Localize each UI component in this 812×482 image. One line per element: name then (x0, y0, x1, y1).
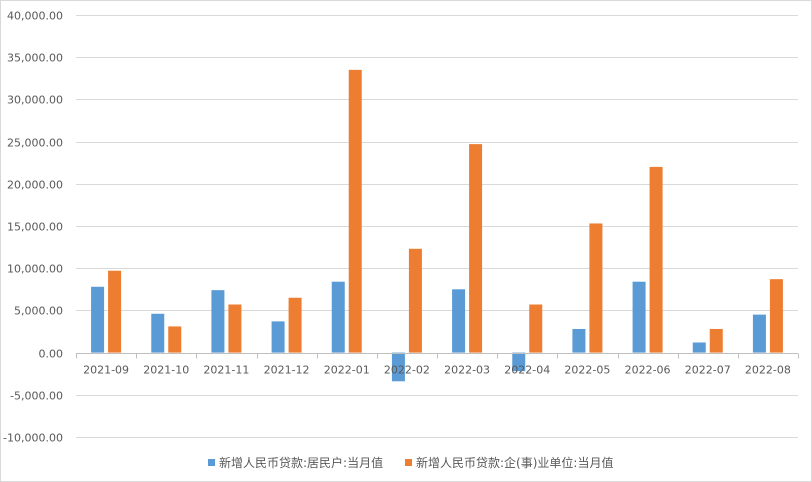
bar-series-2 (168, 326, 182, 353)
bar-series-2 (348, 69, 362, 353)
y-tick-label: 35,000.00 (7, 52, 63, 65)
x-tick-label: 2022-04 (504, 364, 550, 377)
bars (91, 69, 783, 382)
y-tick-label: -10,000.00 (3, 432, 63, 445)
bar-series-2 (408, 248, 422, 353)
y-axis-tick-labels: 40,000.00 35,000.00 30,000.00 25,000.00 20,0… (3, 10, 63, 445)
legend-swatch (405, 459, 412, 466)
gridlines (76, 15, 798, 438)
bar-series-1 (271, 321, 285, 353)
y-tick-label: 20,000.00 (7, 179, 63, 192)
y-tick-label: 0.00 (39, 348, 64, 361)
x-tick-label: 2022-07 (685, 364, 731, 377)
x-axis (76, 353, 799, 359)
x-tick-label: 2021-10 (143, 364, 189, 377)
bar-series-1 (692, 342, 706, 353)
legend-label: 新增人民币贷款:居民户:当月值 (219, 455, 383, 470)
bar-series-1 (331, 281, 345, 353)
x-tick-label: 2022-05 (564, 364, 610, 377)
bar-series-1 (752, 314, 766, 353)
x-tick-label: 2022-06 (625, 364, 671, 377)
bar-series-1 (512, 352, 526, 372)
bar-series-2 (288, 297, 302, 353)
y-tick-label: 10,000.00 (7, 263, 63, 276)
legend-label: 新增人民币贷款:企(事)业单位:当月值 (416, 455, 613, 470)
x-axis-tick-labels: 2021-09 2021-10 2021-11 2021-12 2022-01 2022-… (83, 364, 791, 377)
bar-series-2 (589, 223, 603, 353)
legend-swatch (208, 459, 215, 466)
bar-series-1 (211, 290, 225, 353)
y-tick-label: 15,000.00 (7, 221, 63, 234)
x-tick-label: 2022-08 (745, 364, 791, 377)
y-tick-label: 30,000.00 (7, 94, 63, 107)
bar-series-2 (709, 328, 723, 353)
x-tick-label: 2021-09 (83, 364, 129, 377)
x-tick-label: 2021-12 (264, 364, 310, 377)
bar-series-1 (91, 286, 105, 353)
y-tick-label: 40,000.00 (7, 10, 63, 23)
bar-series-1 (391, 352, 405, 382)
bar-series-1 (452, 289, 466, 353)
bar-series-2 (529, 304, 543, 353)
bar-series-2 (108, 270, 122, 353)
bar-series-2 (469, 144, 483, 353)
x-tick-label: 2022-03 (444, 364, 490, 377)
y-tick-label: 25,000.00 (7, 137, 63, 150)
y-tick-label: 5,000.00 (14, 305, 63, 318)
bar-series-2 (769, 279, 783, 353)
bar-series-1 (632, 281, 646, 353)
bar-series-1 (151, 313, 165, 353)
x-tick-label: 2022-02 (384, 364, 430, 377)
x-tick-label: 2021-11 (203, 364, 249, 377)
y-tick-label: -5,000.00 (10, 390, 63, 403)
bar-series-2 (649, 166, 663, 353)
bar-series-2 (228, 304, 242, 353)
x-tick-label: 2022-01 (324, 364, 370, 377)
legend: 新增人民币贷款:居民户:当月值 新增人民币贷款:企(事)业单位:当月值 (208, 455, 613, 470)
bar-series-1 (572, 328, 586, 353)
